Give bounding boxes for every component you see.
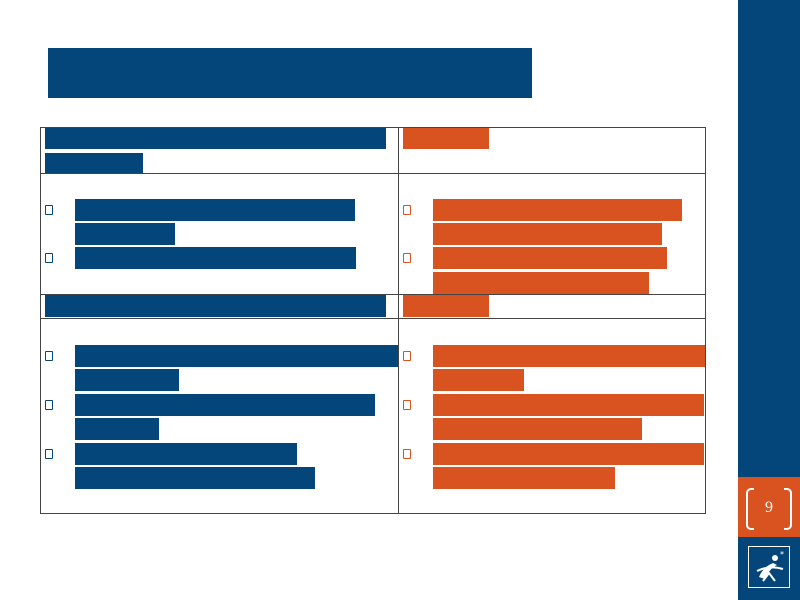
bracket-left-icon: [746, 488, 754, 530]
table-border-right: [705, 127, 706, 514]
right-list-item: [433, 418, 642, 440]
table-row-divider: [40, 294, 706, 295]
table-border-bottom: [40, 513, 706, 514]
right-list-item: [433, 345, 705, 367]
logo-icon: *: [748, 546, 790, 588]
left-header-bottom: [45, 295, 386, 317]
left-header-top: [45, 128, 386, 149]
bullet-icon: [403, 253, 411, 263]
slide-title-bar: [48, 48, 532, 98]
right-list-item: [433, 247, 667, 269]
bullet-icon: [45, 449, 53, 459]
page-number: 9: [765, 499, 773, 516]
right-header-top: [403, 128, 489, 149]
page-number-box: 9: [738, 477, 800, 537]
right-list-item: [433, 223, 662, 245]
bracket-right-icon: [784, 488, 792, 530]
right-list-item: [433, 394, 704, 416]
bullet-icon: [403, 449, 411, 459]
left-list-item: [75, 418, 159, 440]
svg-text:*: *: [780, 550, 784, 559]
bullet-icon: [45, 205, 53, 215]
left-list-item: [75, 223, 175, 245]
bullet-icon: [45, 400, 53, 410]
bullet-icon: [45, 253, 53, 263]
left-list-item: [75, 345, 398, 367]
right-list-item: [433, 199, 682, 221]
table-row-divider: [40, 173, 706, 174]
bullet-icon: [403, 205, 411, 215]
right-list-item: [433, 467, 615, 489]
left-list-item: [75, 199, 355, 221]
right-list-item: [433, 369, 524, 391]
table-border-left: [40, 127, 41, 514]
right-list-item: [433, 443, 704, 465]
bullet-icon: [403, 400, 411, 410]
table-border-top: [40, 127, 706, 128]
left-list-item: [75, 247, 356, 269]
table-row-divider: [40, 318, 706, 319]
left-list-item: [75, 369, 179, 391]
bullet-icon: [403, 351, 411, 361]
table-column-divider: [398, 127, 399, 514]
bullet-icon: [45, 351, 53, 361]
left-list-item: [75, 394, 375, 416]
right-header-bottom: [403, 295, 489, 317]
left-list-item: [75, 467, 315, 489]
left-header-top: [45, 153, 143, 173]
left-list-item: [75, 443, 297, 465]
right-list-item: [433, 272, 649, 294]
